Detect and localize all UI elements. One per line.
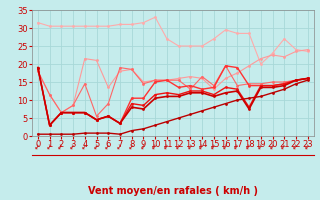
Text: ↵: ↵ [280,143,288,151]
Text: ↵: ↵ [139,143,148,151]
Text: ↵: ↵ [292,143,300,151]
Text: ↵: ↵ [69,143,77,151]
Text: ↵: ↵ [198,143,206,151]
Text: ↵: ↵ [268,143,277,151]
Text: ↵: ↵ [34,143,42,151]
Text: ↵: ↵ [116,143,124,151]
Text: ↵: ↵ [245,143,253,151]
Text: Vent moyen/en rafales ( km/h ): Vent moyen/en rafales ( km/h ) [88,186,258,196]
Text: ↵: ↵ [304,143,312,151]
Text: ↵: ↵ [151,143,159,151]
Text: ↵: ↵ [57,143,66,151]
Text: ↵: ↵ [163,143,171,151]
Text: ↵: ↵ [81,143,89,151]
Text: ↵: ↵ [92,143,101,151]
Text: ↵: ↵ [128,143,136,151]
Text: ↵: ↵ [174,143,183,151]
Text: ↵: ↵ [45,143,54,151]
Text: ↵: ↵ [186,143,195,151]
Text: ↵: ↵ [210,143,218,151]
Text: ↵: ↵ [257,143,265,151]
Text: ↵: ↵ [104,143,112,151]
Text: ↵: ↵ [233,143,242,151]
Text: ↵: ↵ [221,143,230,151]
